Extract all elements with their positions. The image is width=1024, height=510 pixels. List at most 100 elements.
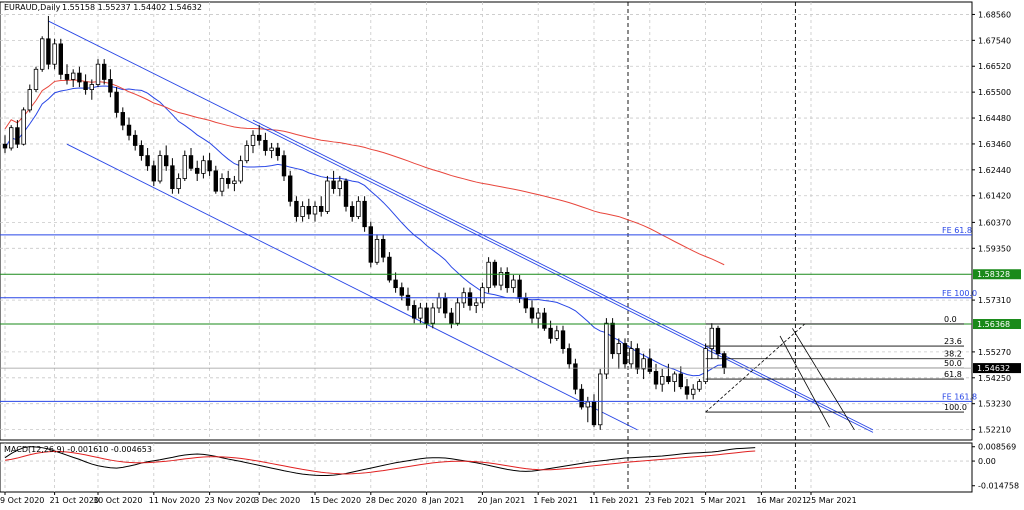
candle-body: [498, 272, 504, 286]
time-tick-label: 15 Dec 2020: [310, 496, 361, 505]
candle-body: [300, 205, 305, 217]
price-tick-label: 1.61420: [978, 192, 1011, 201]
candle-body: [21, 109, 26, 145]
price-tick-label: 1.66520: [978, 62, 1011, 71]
candle-body: [492, 261, 497, 286]
candle-body: [225, 178, 231, 184]
pitchfork-line: [779, 335, 830, 428]
candle-body: [660, 376, 665, 385]
level-price-box: [973, 319, 1021, 330]
time-tick-label: 11 Feb 2021: [589, 496, 639, 505]
candle-body: [238, 160, 243, 182]
macd-tick-label: 0.008569: [978, 443, 1016, 452]
candle-body: [250, 134, 256, 146]
candle-body: [616, 343, 621, 355]
candle-body: [232, 180, 237, 184]
candle-body: [517, 279, 522, 299]
candle-body: [77, 72, 82, 83]
fib-retracement-label: 50.0: [944, 359, 962, 368]
candle-body: [380, 239, 386, 258]
price-tick-label: 1.52210: [978, 426, 1011, 435]
candle-body: [2, 143, 8, 149]
candle-body: [207, 160, 212, 172]
candle-body: [722, 353, 727, 369]
chart-overlays: [4, 20, 874, 433]
candle-body: [102, 63, 107, 80]
trend-channel-line: [48, 20, 874, 433]
candle-body: [188, 155, 194, 169]
time-tick-label: 23 Feb 2021: [645, 496, 695, 505]
time-tick-label: 16 Mar 2021: [756, 496, 807, 505]
candle-body: [52, 43, 57, 65]
time-tick-label: 23 Nov 2020: [205, 496, 256, 505]
candle-body: [405, 294, 411, 306]
candle-body: [263, 139, 268, 151]
candle-body: [542, 312, 547, 329]
candle-body: [511, 279, 516, 289]
candle-body: [622, 343, 628, 365]
candle-body: [399, 287, 404, 296]
candle-body: [325, 180, 330, 212]
candle-body: [666, 376, 671, 382]
current-price-label: 1.54632: [977, 364, 1010, 373]
fib-extension-label: FE 161.8: [942, 392, 977, 401]
level-price-label: 1.56368: [977, 320, 1010, 329]
candle-body: [244, 145, 249, 162]
candle-body: [548, 327, 553, 339]
candle-body: [132, 134, 138, 146]
macd-label: MACD(12,26,9) -0.001610 -0.004653: [4, 445, 152, 454]
candle-body: [473, 302, 479, 306]
candle-body: [635, 348, 640, 370]
time-tick-label: 9 Oct 2020: [0, 496, 44, 505]
candle-body: [201, 160, 206, 174]
candle-body: [579, 388, 584, 408]
candle-body: [15, 127, 20, 145]
price-tick-label: 1.64480: [978, 114, 1011, 123]
candle-body: [318, 205, 324, 212]
candle-body: [163, 155, 169, 167]
candle-body: [157, 155, 163, 182]
price-tick-label: 1.65500: [978, 88, 1011, 97]
candle-body: [27, 89, 32, 111]
candle-body: [219, 178, 225, 192]
chart-ohlc-label: 1.55158 1.55237 1.54402 1.54632: [62, 3, 202, 12]
macd-tick-label: 0.00: [978, 457, 996, 466]
macd-panel: 0.008569 0.00 -0.014758: [0, 443, 1019, 491]
time-tick-label: 30 Oct 2020: [93, 496, 142, 505]
candle-body: [653, 371, 659, 385]
fib-retracement-label: 23.6: [944, 337, 962, 346]
price-tick-label: 1.68560: [978, 10, 1011, 19]
candle-body: [294, 200, 299, 217]
candle-body: [697, 381, 702, 390]
candle-body: [58, 43, 63, 75]
candle-body: [684, 386, 690, 395]
candle-body: [71, 72, 76, 80]
candle-body: [486, 261, 491, 289]
candle-body: [672, 373, 677, 382]
time-tick-label: 11 Nov 2020: [149, 496, 200, 505]
candle-body: [374, 239, 380, 263]
candle-body: [194, 167, 200, 174]
candle-body: [641, 358, 646, 370]
time-tick-label: 28 Dec 2020: [366, 496, 417, 505]
candle-body: [83, 81, 88, 90]
candle-body: [387, 256, 392, 281]
candle-body: [256, 134, 262, 141]
pitchfork-line: [792, 328, 855, 431]
main-panel-frame: [0, 1, 973, 441]
candle-body: [33, 68, 39, 91]
candle-body: [455, 302, 460, 324]
price-tick-label: 1.53230: [978, 400, 1011, 409]
candle-body: [610, 322, 615, 355]
macd-line: [4, 446, 756, 476]
candle-body: [95, 63, 101, 85]
time-tick-label: 8 Jan 2021: [422, 496, 465, 505]
price-levels: FE 61.8 1.58328 FE 100.0 1.56368 FE 161.8 0.0…: [0, 226, 1021, 431]
macd-tick-label: -0.014758: [978, 482, 1019, 491]
candle-body: [89, 84, 94, 90]
candle-body: [598, 373, 603, 426]
trend-channel-line: [66, 143, 638, 431]
candle-body: [362, 200, 367, 228]
price-tick-label: 1.54250: [978, 374, 1011, 383]
candle-body: [691, 388, 696, 395]
